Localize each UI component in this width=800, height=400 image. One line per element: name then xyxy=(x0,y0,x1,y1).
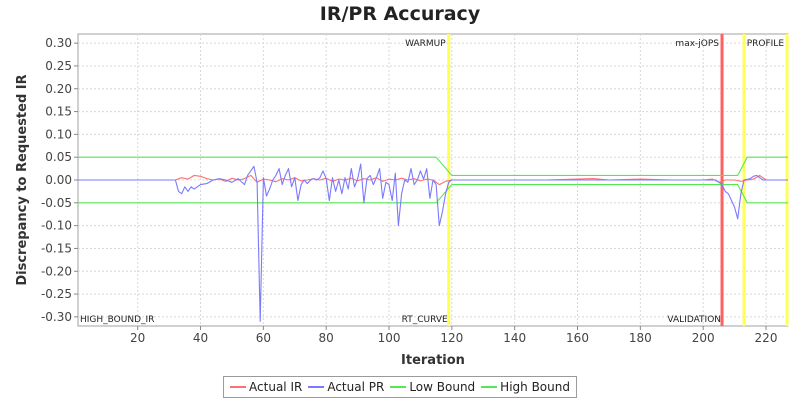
x-axis-label: Iteration xyxy=(401,353,465,368)
legend-label: Actual IR xyxy=(249,380,303,394)
legend-swatch xyxy=(390,386,407,388)
y-tick-label: -0.05 xyxy=(41,196,72,210)
series-line-high-bound xyxy=(78,156,788,176)
y-tick-label: 0.25 xyxy=(45,59,72,73)
legend-label: High Bound xyxy=(500,380,570,394)
legend-label: Actual PR xyxy=(327,380,385,394)
marker-bottom-label: RT_CURVE xyxy=(402,315,448,325)
legend-swatch xyxy=(481,386,498,388)
y-tick-label: -0.25 xyxy=(41,287,72,301)
legend-label: Low Bound xyxy=(409,380,476,394)
x-tick-label: 60 xyxy=(256,331,271,345)
x-tick-label: 120 xyxy=(440,331,463,345)
y-axis-label: Discrepancy to Requested IR xyxy=(15,74,30,285)
y-tick-label: 0.00 xyxy=(45,173,72,187)
marker-top-label: WARMUP xyxy=(405,39,446,49)
legend-swatch xyxy=(230,386,247,388)
legend-item-actual-pr: Actual PR xyxy=(308,380,384,394)
marker-top-label: max-jOPS xyxy=(675,39,719,49)
legend: Actual IR Actual PR Low Bound High Bound xyxy=(223,376,577,398)
x-tick-label: 80 xyxy=(319,331,334,345)
x-tick-label: 40 xyxy=(193,331,208,345)
y-tick-label: -0.30 xyxy=(41,310,72,324)
y-tick-label: 0.10 xyxy=(45,127,72,141)
legend-swatch xyxy=(308,386,325,388)
marker-top-label: PROFILE xyxy=(747,39,785,49)
legend-item-high-bound: High Bound xyxy=(481,380,570,394)
x-tick-label: 180 xyxy=(629,331,652,345)
chart-title: IR/PR Accuracy xyxy=(320,3,481,25)
y-tick-label: 0.30 xyxy=(45,36,72,50)
y-tick-label: 0.05 xyxy=(45,150,72,164)
x-tick-label: 140 xyxy=(503,331,526,345)
x-tick-label: 160 xyxy=(566,331,589,345)
x-tick-label: 100 xyxy=(378,331,401,345)
y-tick-label: -0.15 xyxy=(41,241,72,255)
y-tick-label: -0.20 xyxy=(41,264,72,278)
series-line-actual-pr xyxy=(78,163,788,322)
legend-item-actual-ir: Actual IR xyxy=(230,380,302,394)
legend-item-low-bound: Low Bound xyxy=(390,380,475,394)
corner-label: HIGH_BOUND_IR xyxy=(80,315,154,325)
x-tick-label: 220 xyxy=(755,331,778,345)
x-tick-label: 200 xyxy=(692,331,715,345)
y-tick-label: 0.20 xyxy=(45,82,72,96)
y-tick-label: -0.10 xyxy=(41,219,72,233)
x-tick-label: 20 xyxy=(130,331,145,345)
marker-bottom-label: VALIDATION xyxy=(667,315,721,325)
y-tick-label: 0.15 xyxy=(45,105,72,119)
series-line-low-bound xyxy=(78,184,788,204)
